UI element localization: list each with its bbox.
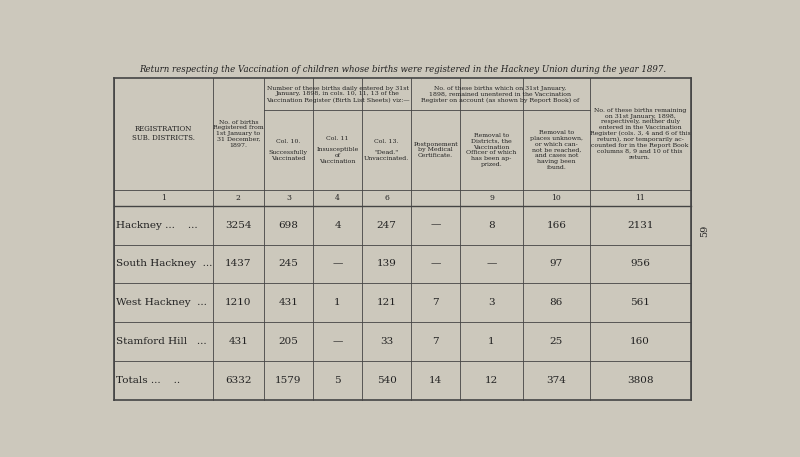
Text: 166: 166 xyxy=(546,221,566,230)
Text: 3254: 3254 xyxy=(225,221,251,230)
Text: 33: 33 xyxy=(380,337,393,346)
Text: 561: 561 xyxy=(630,298,650,307)
Text: Hackney ...    ...: Hackney ... ... xyxy=(116,221,198,230)
Text: No. of these births which on 31st January,
1898, remained unentered in the Vacci: No. of these births which on 31st Januar… xyxy=(422,85,579,102)
Text: 25: 25 xyxy=(550,337,563,346)
Text: 97: 97 xyxy=(550,260,563,268)
Text: 7: 7 xyxy=(432,337,439,346)
Text: 4: 4 xyxy=(335,194,340,202)
Text: 1: 1 xyxy=(488,337,495,346)
Text: 2: 2 xyxy=(236,194,241,202)
Text: 1579: 1579 xyxy=(275,376,302,385)
Text: 431: 431 xyxy=(228,337,248,346)
Text: 698: 698 xyxy=(278,221,298,230)
Text: —: — xyxy=(486,260,497,268)
Text: No. of births
Registered from
1st January to
31 December,
1897.: No. of births Registered from 1st Januar… xyxy=(213,120,264,148)
Text: West Hackney  ...: West Hackney ... xyxy=(116,298,207,307)
Text: 4: 4 xyxy=(334,221,341,230)
Text: Col. 11

Insusceptible
of
Vaccination: Col. 11 Insusceptible of Vaccination xyxy=(316,136,358,164)
Text: 2131: 2131 xyxy=(627,221,654,230)
Text: 8: 8 xyxy=(488,221,495,230)
Text: 431: 431 xyxy=(278,298,298,307)
Text: —: — xyxy=(430,221,441,230)
Text: South Hackney  ...: South Hackney ... xyxy=(116,260,213,268)
Text: 139: 139 xyxy=(377,260,397,268)
Text: 3808: 3808 xyxy=(627,376,654,385)
Text: 6332: 6332 xyxy=(225,376,251,385)
Text: —: — xyxy=(430,260,441,268)
Text: 86: 86 xyxy=(550,298,563,307)
Text: No. of these births remaining
on 31st January, 1898,
respectively, neither duly
: No. of these births remaining on 31st Ja… xyxy=(590,108,690,160)
Text: Col. 13.

"Dead."
Unvaccinated.: Col. 13. "Dead." Unvaccinated. xyxy=(364,139,409,161)
Text: Stamford Hill   ...: Stamford Hill ... xyxy=(116,337,207,346)
Text: 540: 540 xyxy=(377,376,397,385)
Text: REGISTRATION
SUB. DISTRICTS.: REGISTRATION SUB. DISTRICTS. xyxy=(132,125,195,143)
Text: 1210: 1210 xyxy=(225,298,251,307)
Text: 3: 3 xyxy=(286,194,291,202)
Text: 12: 12 xyxy=(485,376,498,385)
Text: Totals ...    ..: Totals ... .. xyxy=(116,376,181,385)
Text: Col. 10.

Successfully
Vaccinated: Col. 10. Successfully Vaccinated xyxy=(269,139,308,161)
Text: 956: 956 xyxy=(630,260,650,268)
Text: 10: 10 xyxy=(551,194,561,202)
Text: Return respecting the Vaccination of children whose births were registered in th: Return respecting the Vaccination of chi… xyxy=(138,65,666,74)
Text: 14: 14 xyxy=(429,376,442,385)
Text: 121: 121 xyxy=(377,298,397,307)
Text: 11: 11 xyxy=(635,194,645,202)
Text: Number of these births daily entered by 31st
January, 1898, in cols. 10, 11, 13 : Number of these births daily entered by … xyxy=(266,85,410,102)
Text: 205: 205 xyxy=(278,337,298,346)
Text: Removal to
places unknown,
or which can-
not be reached,
and cases not
having be: Removal to places unknown, or which can-… xyxy=(530,130,582,170)
Text: 160: 160 xyxy=(630,337,650,346)
Text: 7: 7 xyxy=(432,298,439,307)
Text: 3: 3 xyxy=(488,298,495,307)
Text: —: — xyxy=(332,337,342,346)
Text: 59: 59 xyxy=(700,225,709,237)
Text: 5: 5 xyxy=(334,376,341,385)
Text: 245: 245 xyxy=(278,260,298,268)
Text: 247: 247 xyxy=(377,221,397,230)
Text: 9: 9 xyxy=(489,194,494,202)
Text: Removal to
Districts, the
Vaccination
Officer of which
has been ap-
prized.: Removal to Districts, the Vaccination Of… xyxy=(466,133,517,167)
Text: 1: 1 xyxy=(334,298,341,307)
Text: Postponement
by Medical
Certificate.: Postponement by Medical Certificate. xyxy=(414,142,458,158)
Text: 1: 1 xyxy=(161,194,166,202)
Text: 1437: 1437 xyxy=(225,260,251,268)
Text: 6: 6 xyxy=(384,194,389,202)
Text: —: — xyxy=(332,260,342,268)
Text: 374: 374 xyxy=(546,376,566,385)
